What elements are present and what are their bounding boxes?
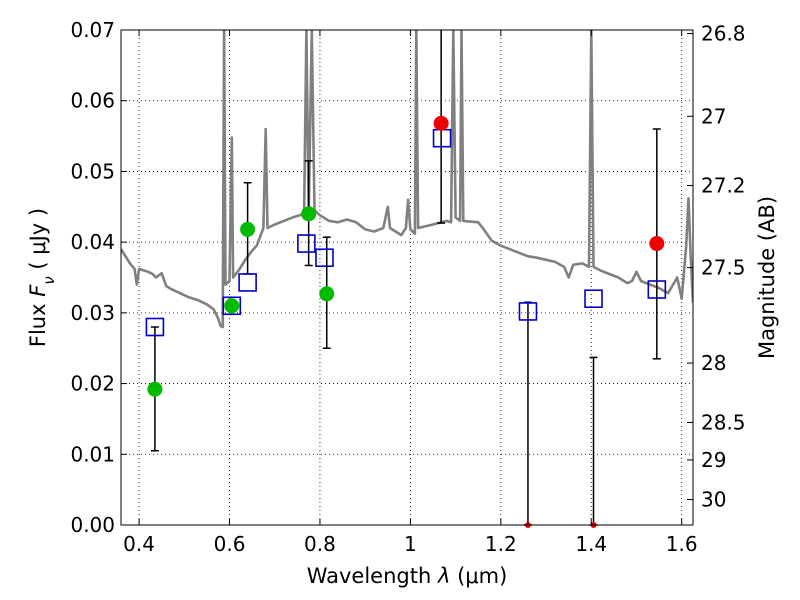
x-tick-label: 1.4 [575,532,607,556]
y-axis-label-subscript: ν [40,276,58,284]
model-spectrum-line [121,30,693,329]
model-photometry-square [584,289,603,309]
grid-layer [121,29,693,526]
y-axis-label-prefix: Flux [26,297,50,347]
magnitude-tick-label: 28 [701,351,726,375]
observed-point-green [224,298,240,314]
model-photometry-square [432,128,452,148]
model-photometry-square [315,248,334,267]
observed-point-red [433,115,449,131]
observed-point-green [319,286,335,302]
magnitude-tick-label: 28.5 [701,410,746,434]
y-tick-label: 0.02 [70,372,115,396]
model-photometry-square [518,302,538,321]
magnitude-tick-label: 26.8 [701,22,746,46]
y-axis-label-symbol: F [26,284,50,297]
errorbar-layer [150,30,661,526]
magnitude-tick-label: 27.5 [701,256,746,280]
observed-photometry-layer [147,115,665,528]
x-tick-label: 1 [404,532,417,556]
x-tick-label: 0.8 [304,532,336,556]
spectrum-layer [121,30,693,329]
model-photometry-square [145,317,165,337]
x-tick-label: 0.4 [123,532,155,556]
x-axis-label-prefix: Wavelength [307,564,438,588]
magnitude-axis-label: Magnitude (AB) [755,196,779,359]
observed-point-green [147,381,163,397]
magnitude-tick-label: 29 [701,448,726,472]
x-axis-label-symbol: λ [437,564,450,588]
observed-point-red [649,236,665,252]
y-tick-label: 0.07 [70,18,115,42]
magnitude-tick-label: 27 [701,104,726,128]
plot-frame [120,29,694,526]
y-tick-label: 0.04 [70,230,115,254]
magnitude-tick-label: 27.2 [701,174,746,198]
observed-point-green [240,221,256,237]
y-tick-label: 0.00 [70,513,115,537]
x-axis-label-units: (μm) [450,564,507,588]
model-photometry-layer [145,128,667,337]
tick-layer: 0.4 0.6 0.8 1 1.2 1.4 1.6 0.00 0.01 0.02 0.03 0.04 0… [70,18,745,556]
y-tick-label: 0.01 [70,442,115,466]
observed-point-green [301,206,317,222]
y-axis-label-units: ( μJy ) [26,208,50,276]
y-tick-label: 0.03 [70,301,115,325]
y-tick-label: 0.06 [70,89,115,113]
model-photometry-square [238,273,257,292]
x-tick-label: 1.2 [485,532,517,556]
magnitude-tick-label: 30 [701,488,726,512]
y-tick-label: 0.05 [70,159,115,183]
x-tick-label: 1.6 [666,532,698,556]
x-tick-label: 0.6 [214,532,246,556]
model-photometry-square [647,280,667,299]
x-axis-label: Wavelength λ (μm) [307,564,508,588]
y-axis-label: Flux Fν ( μJy ) [26,208,58,347]
model-photometry-square [297,234,316,253]
model-photometry-square [222,296,242,316]
